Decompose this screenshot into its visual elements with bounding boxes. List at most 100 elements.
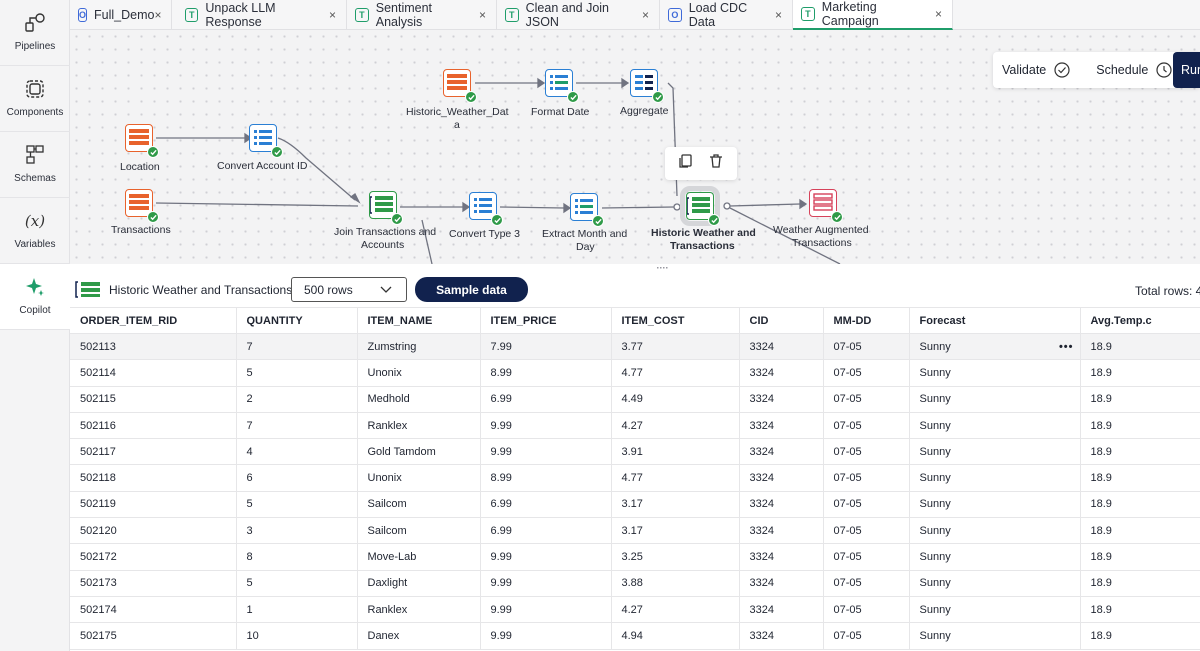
table-row[interactable]: 502117 4 Gold Tamdom 9.99 3.91 3324 07-05 Sunny… <box>70 438 1200 466</box>
rail-item-schemas[interactable]: Schemas <box>0 132 70 198</box>
column-header[interactable]: QUANTITY <box>235 307 357 334</box>
table-cell: 6.99 <box>479 491 611 519</box>
transformation-icon: T <box>505 8 519 22</box>
close-icon[interactable]: × <box>328 8 336 22</box>
column-header[interactable]: ORDER_ITEM_RID <box>70 307 236 334</box>
tab-label: Sentiment Analysis <box>375 1 433 29</box>
cell-value: 6.99 <box>490 393 512 406</box>
node-aggregate[interactable] <box>629 68 664 103</box>
run-button[interactable]: Run <box>1173 52 1200 88</box>
table-row[interactable]: 502113 7 Zumstring 7.99 3.77 3324 07-05 Sunny ••… <box>70 333 1200 361</box>
table-cell: 9.99 <box>479 438 611 466</box>
column-header[interactable]: ITEM_COST <box>610 307 739 334</box>
rail-item-copilot[interactable]: Copilot <box>0 264 70 330</box>
cell-value: 8.99 <box>490 366 512 379</box>
cell-value: 502116 <box>80 419 116 432</box>
table-cell: 9.99 <box>479 412 611 440</box>
column-header[interactable]: Avg.Temp.c <box>1079 307 1200 334</box>
tab-clean-and-join-json[interactable]: T Clean and Join JSON × <box>497 0 660 30</box>
trash-icon[interactable] <box>708 153 724 174</box>
cell-value: 4.27 <box>621 603 643 616</box>
column-header[interactable]: Forecast <box>908 307 1080 334</box>
cell-value: 3324 <box>749 629 774 642</box>
node-weather-augmented-transactions[interactable] <box>808 188 843 223</box>
table-cell: 4 <box>235 438 357 466</box>
row-menu-icon[interactable]: ••• <box>1058 340 1074 353</box>
close-icon[interactable]: × <box>478 8 486 22</box>
node-transactions[interactable] <box>124 188 159 223</box>
sample-data-table: ORDER_ITEM_RID QUANTITY ITEM_NAME ITEM_P… <box>70 307 1200 650</box>
tab-full-demo[interactable]: O Full_Demo × <box>70 0 172 30</box>
table-row[interactable]: 502116 7 Ranklex 9.99 4.27 3324 07-05 Sunny 18.9 <box>70 412 1200 440</box>
table-row[interactable]: 502119 5 Sailcom 6.99 3.17 3324 07-05 Sunny 18.9 <box>70 491 1200 519</box>
rail-label: Pipelines <box>14 41 56 52</box>
table-cell: 07-05 <box>822 570 909 597</box>
table-cell: 07-05 <box>822 464 909 492</box>
cell-value: 3324 <box>749 445 774 458</box>
node-historic-weather-and-transactions[interactable] <box>680 186 720 226</box>
rail-label: Variables <box>14 239 56 250</box>
cell-value: 4.77 <box>621 472 643 485</box>
column-header[interactable]: MM-DD <box>822 307 909 334</box>
cell-value: 3.17 <box>621 498 643 511</box>
tab-sentiment-analysis[interactable]: T Sentiment Analysis × <box>347 0 497 30</box>
table-cell: 07-05 <box>822 333 909 361</box>
node-join-transactions-and-accounts[interactable] <box>368 190 403 225</box>
close-icon[interactable]: × <box>154 8 162 22</box>
table-cell: Ranklex <box>356 596 480 624</box>
table-row[interactable]: 502118 6 Unonix 8.99 4.77 3324 07-05 Sunny 18.9 <box>70 464 1200 492</box>
node-extract-month-and-day[interactable] <box>569 192 604 227</box>
table-cell: Sunny <box>908 491 1080 519</box>
validate-button[interactable]: Validate <box>1002 62 1070 78</box>
validate-label: Validate <box>1002 63 1047 77</box>
check-circle-icon <box>1054 62 1070 78</box>
table-row[interactable]: 502114 5 Unonix 8.99 4.77 3324 07-05 Sunny 18.9 <box>70 359 1200 387</box>
tab-marketing-campaign[interactable]: T Marketing Campaign × <box>793 0 953 30</box>
cell-value: 3324 <box>749 340 774 353</box>
column-header[interactable]: CID <box>738 307 823 334</box>
table-row[interactable]: 502174 1 Ranklex 9.99 4.27 3324 07-05 Sunny 18.9 <box>70 596 1200 624</box>
node-historic-weather-data[interactable] <box>442 68 477 103</box>
sample-data-button[interactable]: Sample data <box>415 277 528 302</box>
tab-load-cdc-data[interactable]: O Load CDC Data × <box>660 0 793 30</box>
cell-value: Daxlight <box>367 577 408 590</box>
close-icon[interactable]: × <box>641 8 649 22</box>
close-icon[interactable]: × <box>934 7 942 21</box>
node-label: Join Transactions and <box>334 226 437 238</box>
schemas-icon <box>22 142 48 168</box>
column-header[interactable]: ITEM_NAME <box>356 307 480 334</box>
node-convert-type-3[interactable] <box>468 191 503 226</box>
cell-value: 07-05 <box>833 366 862 379</box>
table-cell: 18.9 <box>1079 464 1200 492</box>
table-row[interactable]: 502115 2 Medhold 6.99 4.49 3324 07-05 Sunny 18.9 <box>70 386 1200 413</box>
cell-value: Sunny <box>919 577 951 590</box>
copy-icon[interactable] <box>678 153 694 174</box>
table-cell: 07-05 <box>822 438 909 466</box>
table-cell: 502115 <box>70 386 236 413</box>
schedule-button[interactable]: Schedule <box>1096 62 1172 78</box>
panel-resize-handle[interactable] <box>656 266 670 271</box>
table-row[interactable]: 502120 3 Sailcom 6.99 3.17 3324 07-05 Sunny 18.9 <box>70 517 1200 545</box>
rail-item-pipelines[interactable]: Pipelines <box>0 0 70 66</box>
rows-select[interactable]: 500 rows <box>291 277 407 302</box>
node-format-date[interactable] <box>544 68 579 103</box>
cell-value: 9.99 <box>490 551 512 564</box>
table-row[interactable]: 502173 5 Daxlight 9.99 3.88 3324 07-05 Sunny 18.… <box>70 570 1200 597</box>
node-convert-account-id[interactable] <box>248 123 283 158</box>
rail-item-components[interactable]: Components <box>0 66 70 132</box>
node-location[interactable] <box>124 123 159 158</box>
table-row[interactable]: 502172 8 Move-Lab 9.99 3.25 3324 07-05 Sunny 18.… <box>70 543 1200 571</box>
tab-label: Unpack LLM Response <box>205 1 276 29</box>
rail-label: Copilot <box>19 305 51 316</box>
close-icon[interactable]: × <box>774 8 782 22</box>
table-cell: 07-05 <box>822 596 909 624</box>
join-icon <box>75 281 100 298</box>
rail-item-variables[interactable]: (x) Variables <box>0 198 70 264</box>
column-header[interactable]: ITEM_PRICE <box>479 307 611 334</box>
tab-unpack-llm-response[interactable]: T Unpack LLM Response × <box>177 0 347 30</box>
cell-value: Sailcom <box>367 524 407 537</box>
transformation-icon: T <box>185 8 199 22</box>
cell-value: 502120 <box>80 524 117 537</box>
node-label: Transactions <box>670 240 735 252</box>
table-row[interactable]: 502175 10 Danex 9.99 4.94 3324 07-05 Sunny 18.9 <box>70 622 1200 650</box>
